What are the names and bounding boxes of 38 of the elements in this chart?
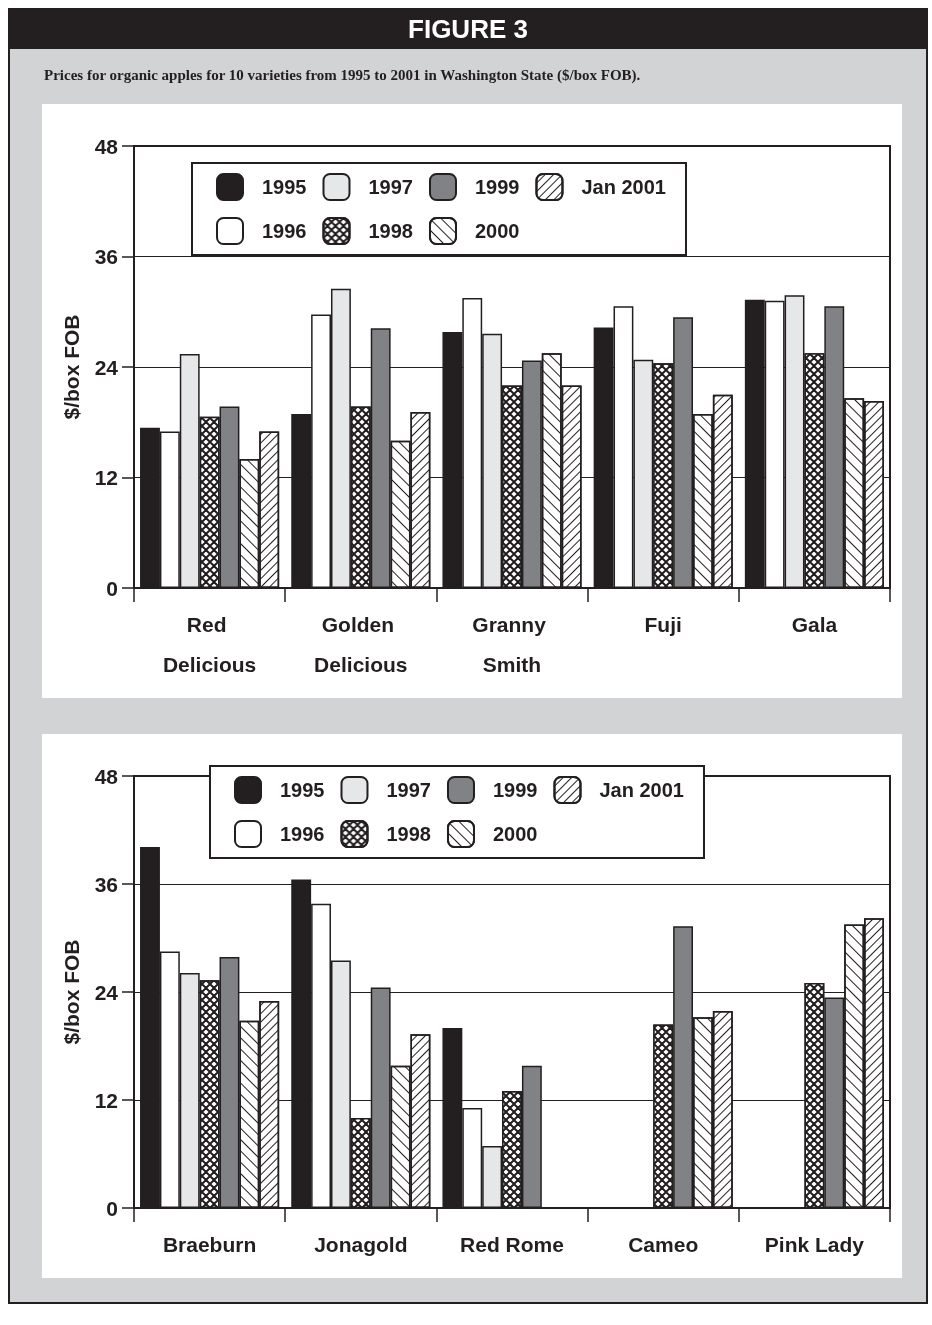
legend-label: 1996 <box>280 823 325 845</box>
y-tick-label: 0 <box>106 1196 118 1220</box>
y-axis-title: $/box FOB <box>60 314 83 420</box>
x-tick-label: Red Delicious <box>162 612 257 676</box>
y-tick-label: 48 <box>94 134 119 158</box>
legend-label: 1995 <box>262 176 307 198</box>
y-tick-label: 36 <box>94 245 118 268</box>
legend-label: 1998 <box>386 823 431 845</box>
x-tick-label: Jonagold <box>314 1232 408 1256</box>
chart-subtitle: Prices for organic apples for 10 varieties from 1995 to 2001 in Washington State ($/box FOB). <box>43 66 642 85</box>
legend-label: 1996 <box>262 220 307 242</box>
chart-title: FIGURE 3 <box>10 10 926 49</box>
legend-label: 1997 <box>368 176 413 198</box>
x-tick-label: Red Rome <box>460 1232 564 1256</box>
y-tick-label: 12 <box>94 1088 118 1112</box>
y-tick-label: 48 <box>94 764 119 788</box>
legend-label: 1999 <box>474 176 520 198</box>
legend-label: Jan 2001 <box>581 176 666 198</box>
legend-label: 1999 <box>492 779 538 801</box>
legend-label: Jan 2001 <box>599 779 684 801</box>
x-tick-label: Pink Lady <box>764 1232 865 1256</box>
y-tick-label: 36 <box>94 872 118 896</box>
x-tick-label: Braeburn <box>162 1232 257 1256</box>
y-axis-title: $/box FOB <box>60 939 83 1045</box>
x-tick-label: Golden Delicious <box>314 612 408 676</box>
y-tick-label: 24 <box>94 980 119 1004</box>
x-tick-label: Cameo <box>628 1232 699 1256</box>
legend-label: 2000 <box>492 823 538 845</box>
legend-label: 1995 <box>280 779 325 801</box>
legend-label: 1997 <box>386 779 431 801</box>
y-tick-label: 12 <box>94 466 118 489</box>
y-tick-label: 24 <box>94 355 119 379</box>
legend-label: 1998 <box>368 220 413 242</box>
x-tick-label: Granny Smith <box>472 612 552 676</box>
legend-label: 2000 <box>474 220 520 242</box>
x-tick-label: Fuji <box>644 612 682 636</box>
x-tick-label: Gala <box>791 612 838 636</box>
y-tick-label: 0 <box>106 576 118 600</box>
